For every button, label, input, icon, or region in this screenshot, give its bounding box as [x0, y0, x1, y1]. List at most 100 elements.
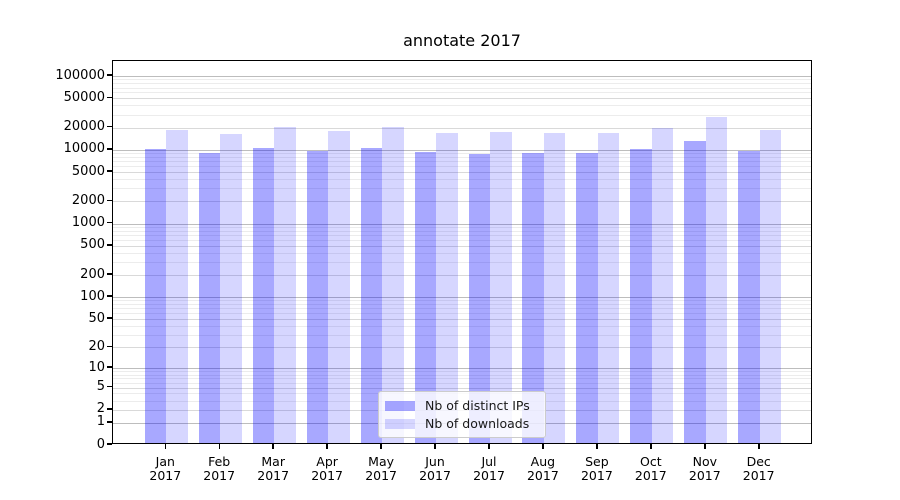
minor-gridline	[113, 157, 811, 158]
minor-gridline	[113, 235, 811, 236]
minor-gridline	[113, 114, 811, 116]
minor-gridline	[113, 252, 811, 254]
minor-gridline	[113, 374, 811, 376]
minor-gridline	[113, 382, 811, 384]
bar-downloads-oct	[651, 128, 674, 443]
bar-downloads-jan	[166, 130, 188, 443]
bar-downloads-nov	[705, 116, 728, 443]
bar-distinct-ips-jul	[468, 153, 490, 443]
bar-distinct-ips-aug	[522, 153, 544, 443]
minor-gridline	[113, 378, 811, 380]
minor-gridline	[113, 371, 811, 373]
x-tick-year: 2017	[257, 468, 290, 483]
bar-downloads-mar	[274, 126, 296, 443]
y-tick-mark	[107, 244, 112, 246]
x-tick-year: 2017	[311, 468, 343, 483]
minor-gridline	[113, 92, 811, 94]
x-tick-mark	[488, 444, 490, 449]
x-tick-label: Jan 2017	[133, 455, 197, 483]
x-tick-year: 2017	[473, 468, 505, 483]
major-gridline	[113, 387, 811, 389]
bar-distinct-ips-sep	[576, 152, 598, 443]
y-tick-mark	[107, 96, 112, 98]
minor-gridline	[113, 313, 811, 315]
x-tick-mark	[650, 444, 652, 449]
minor-gridline	[113, 166, 811, 168]
major-gridline	[113, 223, 811, 225]
major-gridline	[113, 368, 811, 370]
y-tick-mark	[107, 345, 112, 348]
y-tick-label: 50	[88, 310, 105, 326]
x-tick-mark	[704, 444, 706, 449]
major-gridline	[113, 347, 811, 349]
x-tick-label: Sep 2017	[565, 455, 629, 483]
x-tick-month: Jan	[155, 454, 175, 469]
y-tick-label: 1	[96, 414, 105, 430]
y-tick-label: 100000	[55, 67, 105, 83]
major-gridline	[113, 172, 811, 174]
y-tick-mark	[107, 170, 112, 172]
y-tick-label: 1000	[71, 215, 105, 231]
x-tick-mark	[272, 444, 274, 449]
minor-gridline	[113, 179, 811, 181]
y-tick-label: 500	[80, 237, 105, 253]
y-tick-mark	[107, 148, 112, 150]
y-tick-mark	[107, 421, 112, 423]
chart-title: annotate 2017	[403, 31, 521, 50]
x-tick-year: 2017	[149, 468, 182, 483]
bar-downloads-may	[382, 126, 404, 443]
minor-gridline	[113, 304, 811, 306]
x-tick-mark	[326, 444, 328, 449]
plot-area	[112, 60, 812, 444]
x-tick-label: Nov 2017	[673, 455, 737, 483]
x-tick-label: Jul 2017	[457, 455, 521, 483]
x-tick-mark	[542, 444, 544, 449]
y-tick-label: 10000	[63, 141, 105, 157]
bar-downloads-jun	[436, 132, 458, 443]
x-tick-mark	[758, 444, 760, 449]
x-tick-label: Feb 2017	[187, 455, 251, 483]
minor-gridline	[113, 227, 811, 228]
x-tick-month: Aug	[530, 454, 556, 469]
bar-downloads-apr	[328, 130, 350, 443]
minor-gridline	[113, 262, 811, 264]
y-tick-mark	[107, 317, 112, 319]
y-tick-label: 10	[88, 359, 105, 375]
bar-downloads-sep	[597, 132, 620, 443]
x-tick-year: 2017	[419, 468, 451, 483]
minor-gridline	[113, 87, 811, 89]
x-tick-label: Apr 2017	[295, 455, 359, 483]
x-tick-month: Oct	[639, 454, 662, 469]
minor-gridline	[113, 308, 811, 310]
legend-entry: Nb of downloads	[385, 416, 537, 431]
minor-gridline	[113, 240, 811, 241]
bar-distinct-ips-feb	[198, 152, 221, 443]
x-tick-mark	[596, 444, 598, 449]
y-tick-label: 50000	[63, 89, 105, 105]
bar-distinct-ips-may	[360, 148, 383, 443]
x-tick-month: Feb	[208, 454, 231, 469]
x-tick-month: Mar	[261, 454, 285, 469]
y-tick-label: 5000	[71, 163, 105, 179]
x-tick-month: Jul	[481, 454, 497, 469]
bar-distinct-ips-jan	[144, 148, 167, 443]
minor-gridline	[113, 105, 811, 107]
x-tick-label: Aug 2017	[511, 455, 575, 483]
x-tick-mark	[380, 444, 382, 449]
bar-distinct-ips-mar	[252, 147, 275, 443]
bar-distinct-ips-jun	[414, 151, 436, 443]
minor-gridline	[113, 161, 811, 163]
x-tick-year: 2017	[526, 468, 559, 483]
x-tick-month: Dec	[746, 454, 771, 469]
bar-downloads-dec	[759, 129, 782, 443]
minor-gridline	[113, 83, 811, 85]
y-tick-label: 200	[80, 266, 105, 282]
minor-gridline	[113, 79, 811, 81]
x-tick-year: 2017	[742, 468, 775, 483]
x-tick-year: 2017	[365, 468, 397, 483]
x-tick-mark	[434, 444, 436, 449]
y-tick-label: 0	[96, 436, 105, 452]
y-tick-mark	[107, 385, 112, 388]
x-tick-label: May 2017	[349, 455, 413, 483]
